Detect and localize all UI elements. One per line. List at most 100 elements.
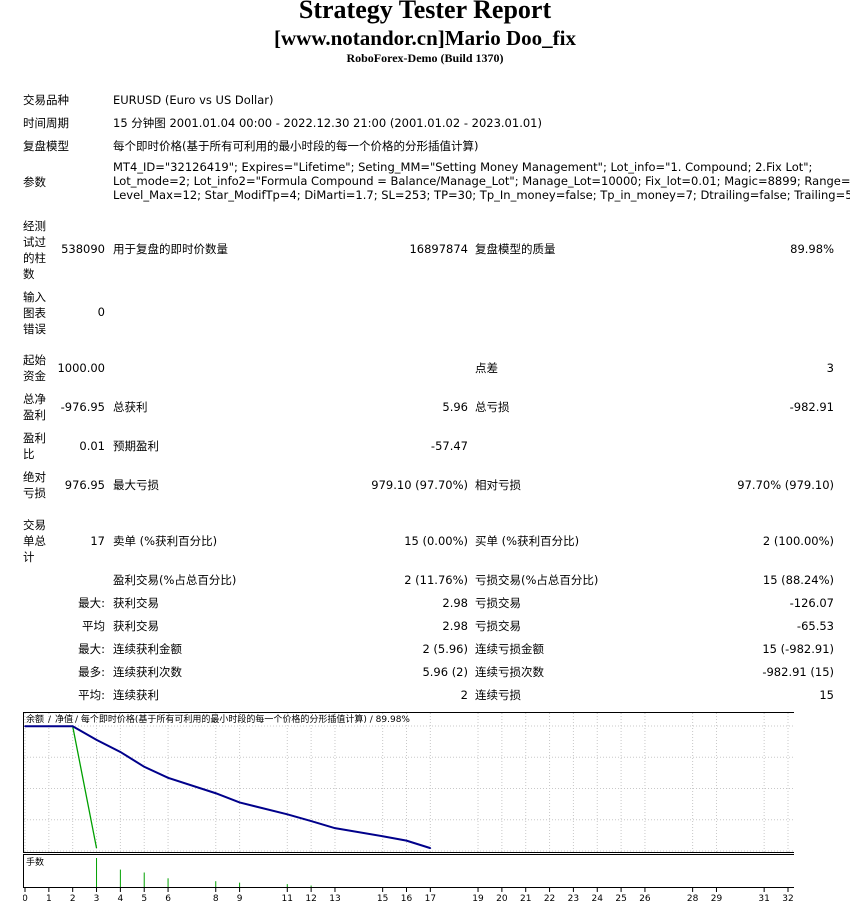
legend-equity: 净值 bbox=[55, 713, 73, 725]
largest-prefix: 最大: bbox=[78, 596, 105, 610]
maxdd-label: 最大亏损 bbox=[113, 478, 159, 492]
profit-trades-value: 2 (11.76%) bbox=[404, 573, 468, 587]
balance-chart-svg: 10027525012510 0123456891112131516171920… bbox=[23, 712, 794, 906]
trades-label: 交易 单总计 bbox=[23, 518, 46, 564]
payoff-value: -57.47 bbox=[430, 439, 468, 453]
x-tick-label: 3 bbox=[94, 894, 100, 904]
reldd-value: 97.70% (979.10) bbox=[737, 478, 834, 492]
lots-label: 手数 bbox=[26, 856, 44, 868]
balance-point bbox=[286, 813, 289, 816]
x-tick-label: 15 bbox=[377, 894, 388, 904]
largest-profit-label: 获利交易 bbox=[113, 596, 159, 610]
spread-value: 3 bbox=[826, 361, 834, 375]
balance-point bbox=[238, 801, 241, 804]
x-tick-label: 16 bbox=[401, 894, 413, 904]
expert-name: [www.notandor.cn]Mario Doo_fix bbox=[274, 26, 576, 50]
params-value: MT4_ID="32126419"; Expires="Lifetime"; S… bbox=[113, 160, 850, 202]
avg-profit-value: 2.98 bbox=[442, 619, 468, 633]
lots-plot-frame bbox=[23, 854, 794, 888]
x-tick-label: 31 bbox=[758, 894, 769, 904]
balance-chart: 10027525012510 0123456891112131516171920… bbox=[23, 712, 794, 906]
balance-point bbox=[95, 739, 98, 741]
avg-consec-losses-value: 15 bbox=[819, 688, 834, 702]
params-line: MT4_ID="32126419"; Expires="Lifetime"; S… bbox=[113, 160, 813, 174]
x-tick-label: 6 bbox=[165, 894, 171, 904]
x-tick-label: 11 bbox=[282, 894, 293, 904]
deposit-value: 1000.00 bbox=[57, 361, 105, 375]
short-label: 卖单 (%获利百分比) bbox=[113, 534, 218, 548]
legend-balance: 余额 bbox=[26, 713, 44, 725]
quality-label: 复盘模型的质量 bbox=[475, 242, 556, 256]
balance-point bbox=[167, 776, 169, 779]
grossloss-value: -982.91 bbox=[789, 400, 834, 414]
long-value: 2 (100.00%) bbox=[762, 534, 834, 548]
x-tick-label: 20 bbox=[496, 894, 508, 904]
grossprofit-label: 总获利 bbox=[113, 400, 148, 414]
consec-losses-money-value: 15 (-982.91) bbox=[762, 642, 834, 656]
model-value: 每个即时价格(基于所有可利用的最小时段的每一个价格的分形插值计算) bbox=[113, 139, 479, 153]
consec-losses-money-label: 连续亏损金额 bbox=[475, 642, 544, 656]
largest-loss-value: -126.07 bbox=[789, 596, 834, 610]
balance-point bbox=[143, 765, 146, 768]
absdd-label: 绝对 亏损 bbox=[23, 470, 46, 500]
main-plot-frame bbox=[23, 712, 794, 853]
pf-label: 盈利比 bbox=[23, 431, 46, 461]
errors-label: 输入 图表 错误 bbox=[23, 290, 46, 336]
legend-model: / 每个即时价格(基于所有可利用的最小时段的每一个价格的分形插值计算) / 89… bbox=[75, 713, 410, 725]
consec-wins-money-value: 2 (5.96) bbox=[422, 642, 468, 656]
model-label: 复盘模型 bbox=[23, 139, 69, 153]
balance-point bbox=[71, 725, 74, 728]
largest-profit-value: 2.98 bbox=[442, 596, 468, 610]
x-tick-label: 1 bbox=[46, 894, 52, 904]
params-label: 参数 bbox=[23, 175, 46, 189]
consec-wins-money-label: 连续获利金额 bbox=[113, 642, 182, 656]
consec-profit-value: 5.96 (2) bbox=[422, 665, 468, 679]
average-prefix: 平均 bbox=[82, 619, 105, 633]
avg-consec-wins-label: 连续获利 bbox=[113, 688, 159, 702]
bars-label: 经测 试过 的柱数 bbox=[23, 219, 46, 281]
params-line: Lot_mode=2; Lot_info2="Formula Compound … bbox=[113, 174, 850, 188]
x-tick-label: 5 bbox=[141, 894, 147, 904]
x-tick-label: 29 bbox=[711, 894, 723, 904]
avg-loss-value: -65.53 bbox=[796, 619, 834, 633]
netprofit-value: -976.95 bbox=[60, 400, 105, 414]
payoff-label: 预期盈利 bbox=[113, 439, 159, 453]
loss-trades-value: 15 (88.24%) bbox=[762, 573, 834, 587]
x-tick-label: 28 bbox=[687, 894, 699, 904]
report-title: Strategy Tester Report bbox=[298, 0, 552, 24]
deposit-label: 起始 资金 bbox=[23, 353, 46, 383]
consec-profit-label: 连续获利次数 bbox=[113, 665, 182, 679]
netprofit-label: 总净 盈利 bbox=[23, 392, 46, 422]
x-tick-label: 19 bbox=[472, 894, 484, 904]
avg-consec-losses-label: 连续亏损 bbox=[475, 688, 521, 702]
quality-value: 89.98% bbox=[790, 242, 834, 256]
x-tick-label: 0 bbox=[23, 894, 28, 904]
x-tick-label: 4 bbox=[118, 894, 124, 904]
pf-value: 0.01 bbox=[79, 439, 105, 453]
balance-point bbox=[334, 827, 336, 829]
bars-value: 538090 bbox=[61, 242, 105, 256]
max-consec-prefix: 最大: bbox=[78, 642, 105, 656]
reldd-label: 相对亏损 bbox=[475, 478, 521, 492]
spread-label: 点差 bbox=[475, 361, 498, 375]
consec-loss-value: -982.91 (15) bbox=[762, 665, 834, 679]
balance-line bbox=[25, 725, 431, 850]
avg-profit-label: 获利交易 bbox=[113, 619, 159, 633]
balance-point bbox=[24, 725, 26, 728]
x-tick-label: 22 bbox=[544, 894, 555, 904]
symbol-label: 交易品种 bbox=[23, 93, 69, 107]
most-prefix: 最多: bbox=[78, 665, 105, 679]
legend-sep: / bbox=[48, 715, 52, 725]
x-tick-label: 13 bbox=[329, 894, 340, 904]
x-tick-label: 8 bbox=[213, 894, 219, 904]
period-value: 15 分钟图 2001.01.04 00:00 - 2022.12.30 21:… bbox=[113, 116, 542, 130]
x-tick-label: 24 bbox=[592, 894, 604, 904]
long-label: 买单 (%获利百分比) bbox=[475, 534, 580, 548]
params-line: Level_Max=12; Star_ModifTp=4; DiMarti=1.… bbox=[113, 188, 850, 202]
short-value: 15 (0.00%) bbox=[404, 534, 468, 548]
avg-loss-label: 亏损交易 bbox=[475, 619, 521, 633]
period-label: 时间周期 bbox=[23, 116, 69, 130]
grossloss-label: 总亏损 bbox=[475, 400, 510, 414]
x-tick-label: 23 bbox=[568, 894, 579, 904]
x-tick-label: 9 bbox=[237, 894, 243, 904]
